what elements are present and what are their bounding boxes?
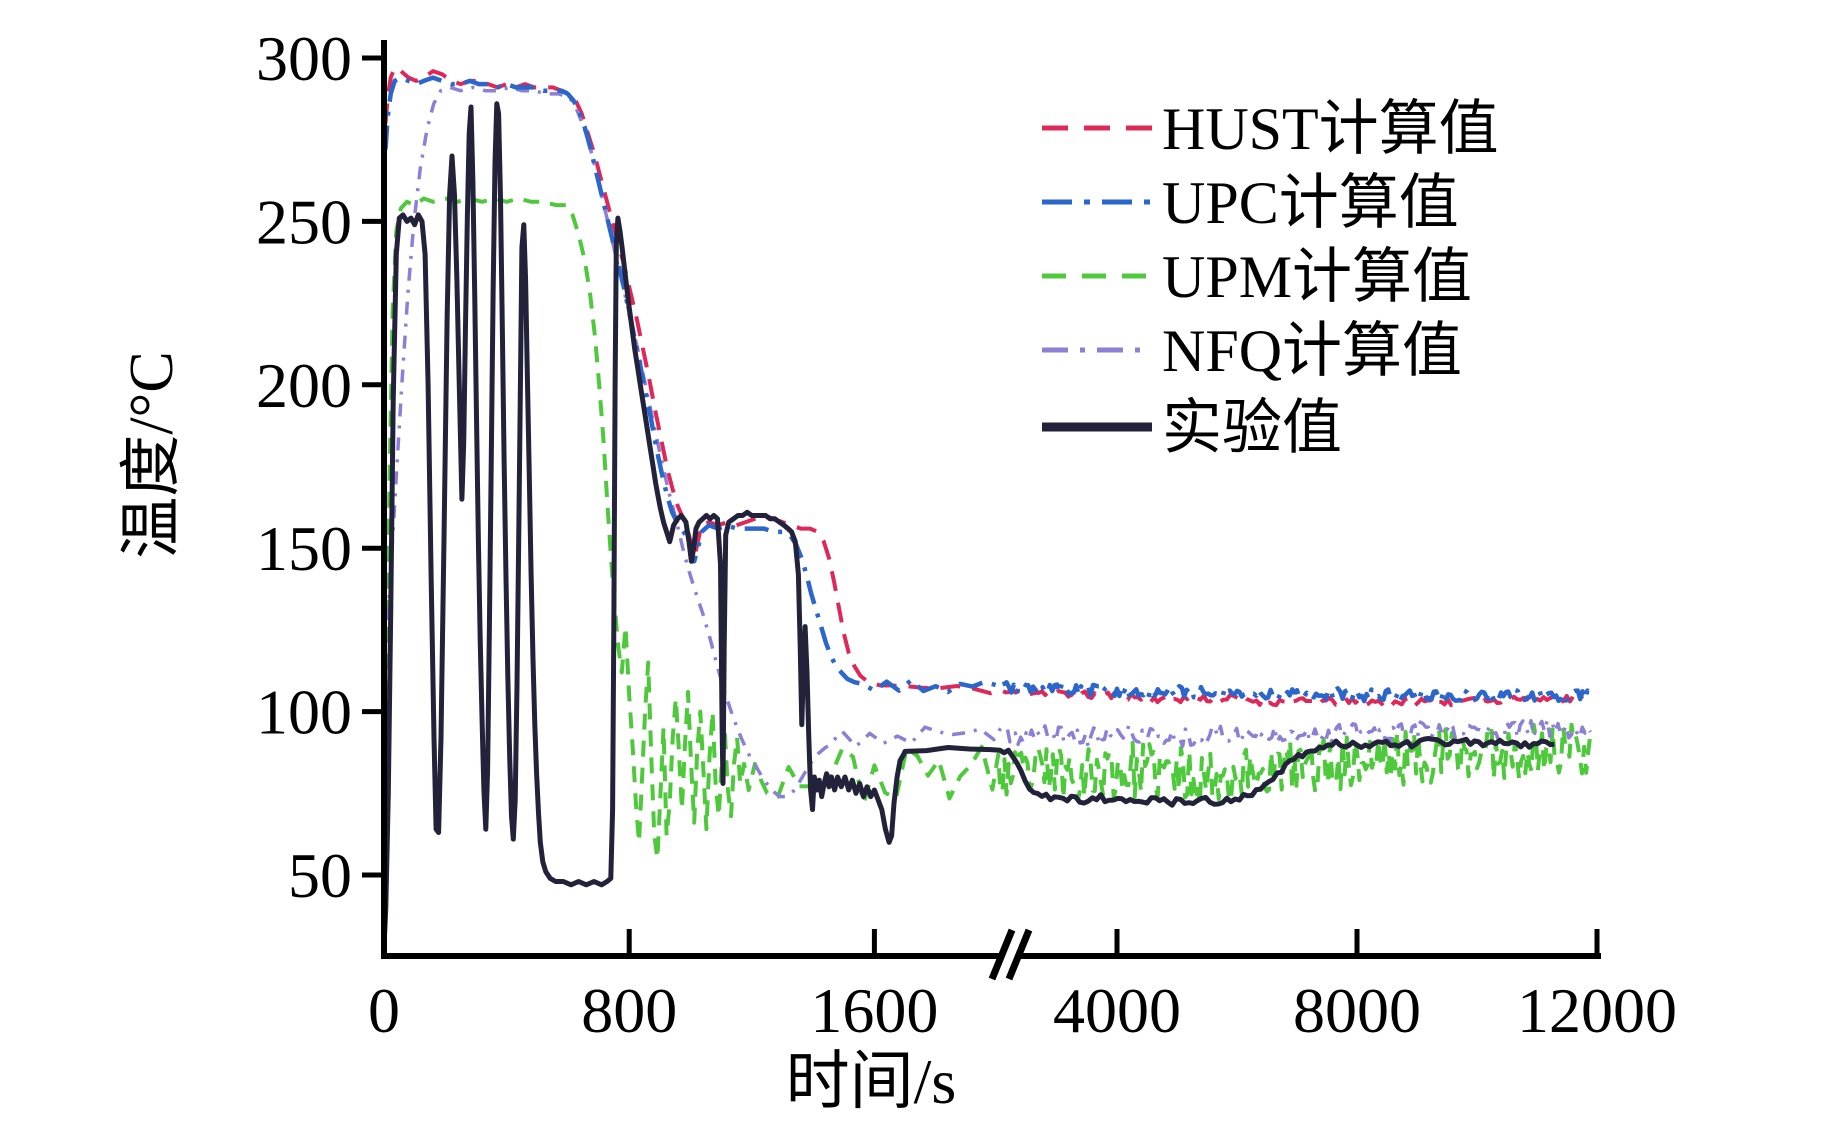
x-tick-label: 12000 xyxy=(1517,975,1677,1046)
x-tick-label: 0 xyxy=(368,975,400,1046)
legend-item-hust: HUST计算值 xyxy=(1042,96,1499,162)
y-axis-title: 温度/°C xyxy=(118,351,186,558)
series-line-upm xyxy=(383,196,1593,861)
legend-label: UPC计算值 xyxy=(1162,170,1459,236)
legend-item-exp: 实验值 xyxy=(1042,395,1342,461)
axis-break-mark xyxy=(988,928,1033,981)
series-lines xyxy=(381,65,1593,948)
legend-label: UPM计算值 xyxy=(1162,244,1472,310)
series-line-upc xyxy=(383,75,1592,704)
y-tick-label: 300 xyxy=(256,23,352,94)
series-line-nfq xyxy=(385,85,1592,799)
y-tick-label: 150 xyxy=(256,513,352,584)
y-tick-label: 200 xyxy=(256,350,352,421)
legend-item-upm: UPM计算值 xyxy=(1042,244,1472,310)
axis-break-gap xyxy=(994,932,1026,980)
series-line-hust xyxy=(383,65,1585,708)
x-axis-ticks: 0 800 1600 4000 8000 12000 xyxy=(368,929,1677,1046)
legend-label: 实验值 xyxy=(1162,395,1342,461)
x-axis-title: 时间/s xyxy=(786,1046,957,1117)
axis-break-slash xyxy=(988,928,1016,981)
axes xyxy=(381,40,1601,959)
x-tick-label: 1600 xyxy=(810,975,938,1046)
y-tick-label: 250 xyxy=(256,186,352,257)
y-tick-label: 100 xyxy=(256,677,352,748)
legend-item-nfq: NFQ计算值 xyxy=(1042,318,1462,384)
x-tick-label: 8000 xyxy=(1293,975,1421,1046)
x-tick-label: 4000 xyxy=(1053,975,1181,1046)
axis-break-slash xyxy=(1005,928,1033,981)
legend-label: NFQ计算值 xyxy=(1162,318,1462,384)
x-tick-label: 800 xyxy=(581,975,677,1046)
y-tick-label: 50 xyxy=(288,840,352,911)
legend-label: HUST计算值 xyxy=(1162,96,1499,162)
series-line-exp xyxy=(381,101,1555,948)
legend-item-upc: UPC计算值 xyxy=(1042,170,1459,236)
y-axis-ticks: 50 100 150 200 250 300 xyxy=(256,23,387,911)
